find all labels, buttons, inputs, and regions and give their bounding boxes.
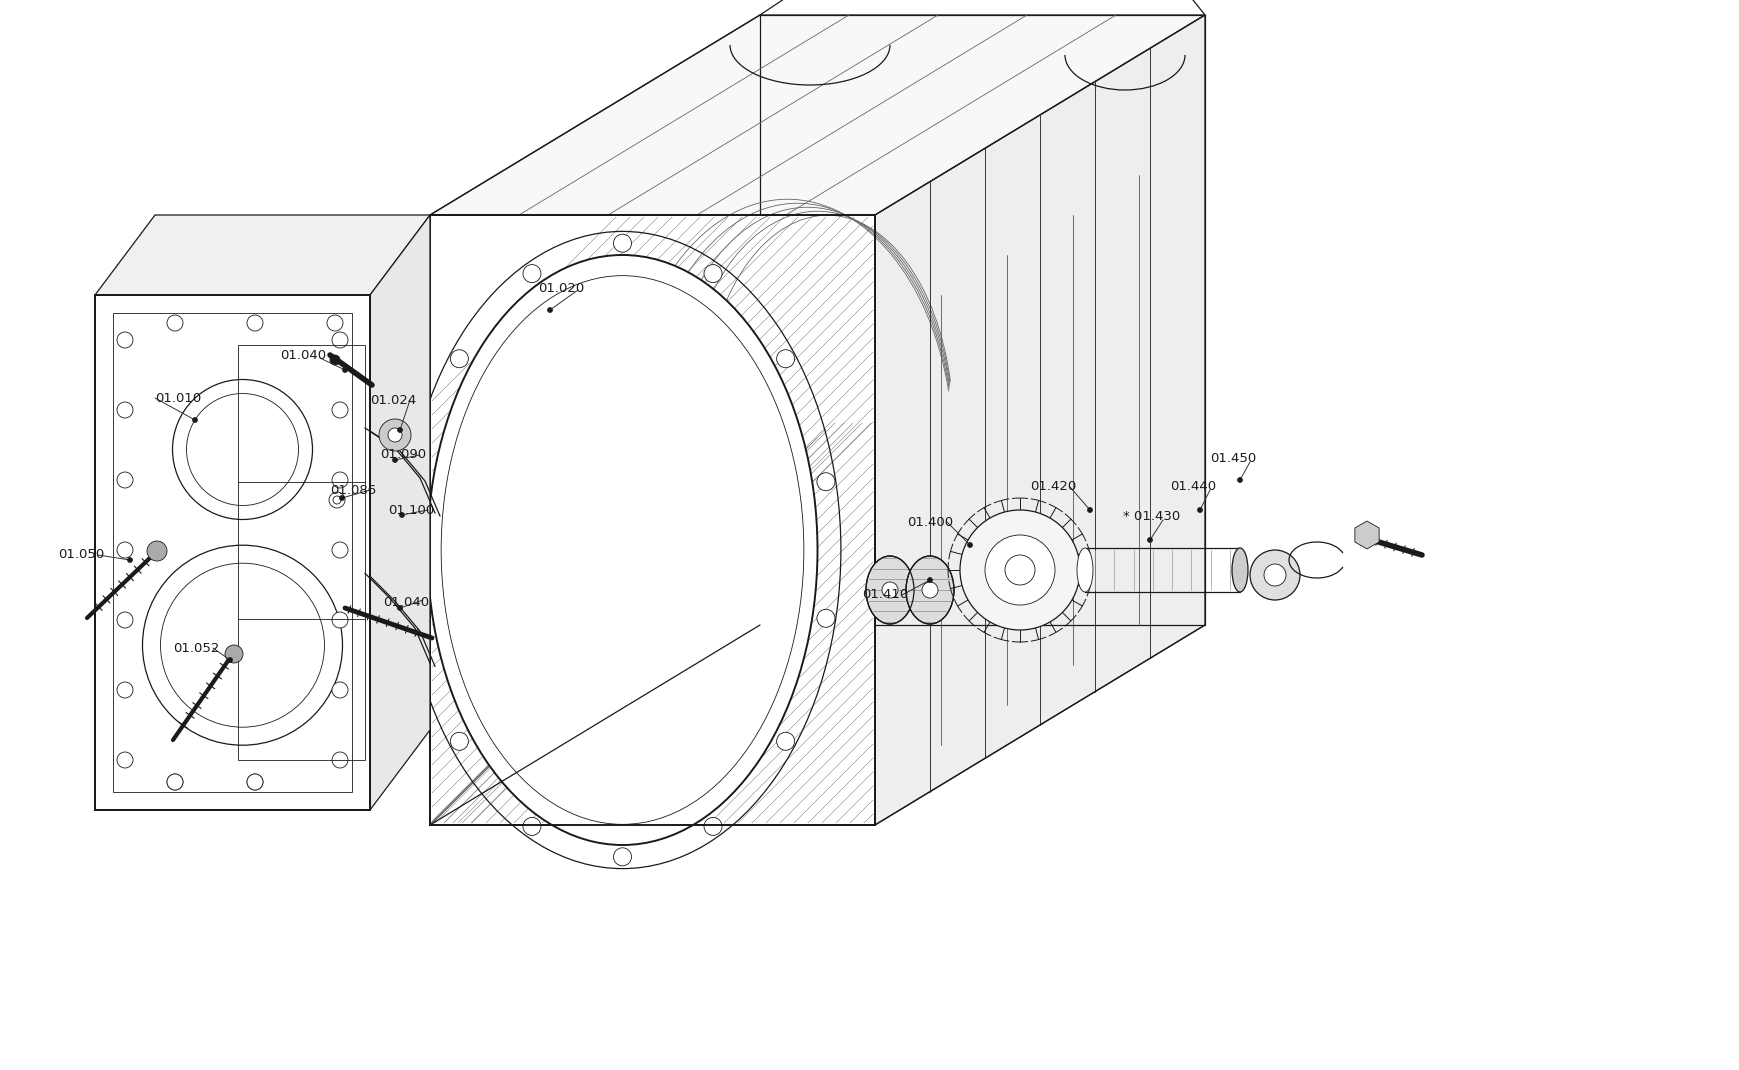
Circle shape	[704, 264, 722, 282]
Ellipse shape	[428, 255, 817, 845]
Circle shape	[247, 774, 263, 790]
Circle shape	[410, 473, 428, 491]
Circle shape	[117, 612, 132, 628]
Text: 01.010: 01.010	[155, 392, 202, 404]
Circle shape	[816, 473, 835, 491]
Circle shape	[960, 510, 1080, 630]
Circle shape	[146, 541, 167, 561]
Circle shape	[332, 612, 348, 628]
Polygon shape	[96, 215, 430, 295]
Circle shape	[117, 542, 132, 557]
Text: 01.050: 01.050	[57, 549, 104, 562]
Circle shape	[332, 332, 348, 348]
Polygon shape	[430, 15, 1205, 215]
Circle shape	[388, 428, 402, 442]
Text: 01.020: 01.020	[537, 281, 584, 294]
Text: 01.086: 01.086	[330, 484, 376, 496]
Circle shape	[1146, 537, 1151, 542]
Circle shape	[1087, 507, 1092, 513]
Text: * 01.430: * 01.430	[1122, 509, 1179, 522]
Circle shape	[172, 380, 313, 520]
Polygon shape	[430, 215, 875, 825]
Polygon shape	[1355, 521, 1379, 549]
Circle shape	[614, 847, 631, 866]
Circle shape	[816, 609, 835, 627]
Circle shape	[922, 582, 937, 598]
Circle shape	[523, 264, 541, 282]
Ellipse shape	[1231, 548, 1247, 592]
Circle shape	[167, 774, 183, 790]
Text: 01.040: 01.040	[280, 349, 325, 362]
Text: 01.040: 01.040	[383, 596, 430, 609]
Circle shape	[127, 557, 132, 563]
Circle shape	[984, 535, 1054, 605]
Circle shape	[614, 234, 631, 253]
Circle shape	[450, 350, 468, 368]
Text: 01.052: 01.052	[172, 642, 219, 655]
Circle shape	[327, 315, 343, 331]
Text: 01.100: 01.100	[388, 504, 435, 517]
Circle shape	[967, 542, 972, 548]
Circle shape	[167, 774, 183, 790]
Circle shape	[339, 495, 344, 501]
Circle shape	[193, 417, 198, 423]
Circle shape	[117, 472, 132, 488]
Text: 01.420: 01.420	[1029, 480, 1076, 493]
Circle shape	[332, 682, 348, 698]
Circle shape	[247, 774, 263, 790]
Polygon shape	[875, 15, 1205, 825]
Circle shape	[410, 609, 428, 627]
Circle shape	[224, 645, 243, 663]
Circle shape	[117, 682, 132, 698]
Circle shape	[776, 732, 795, 750]
Circle shape	[332, 402, 348, 418]
Ellipse shape	[906, 556, 953, 624]
Circle shape	[228, 657, 233, 662]
Circle shape	[523, 817, 541, 836]
Circle shape	[927, 578, 932, 582]
Circle shape	[343, 367, 348, 372]
Circle shape	[393, 458, 396, 462]
Circle shape	[1005, 555, 1035, 585]
Ellipse shape	[1076, 548, 1092, 592]
Circle shape	[1263, 564, 1285, 586]
Text: 01.450: 01.450	[1209, 452, 1256, 464]
Circle shape	[1196, 507, 1202, 513]
Circle shape	[117, 332, 132, 348]
Circle shape	[117, 752, 132, 768]
Circle shape	[1249, 550, 1299, 600]
Circle shape	[330, 355, 339, 365]
Circle shape	[704, 817, 722, 836]
Text: 01.024: 01.024	[370, 394, 416, 407]
Text: 01.440: 01.440	[1169, 480, 1216, 493]
Circle shape	[332, 542, 348, 557]
Circle shape	[332, 472, 348, 488]
Polygon shape	[370, 215, 430, 810]
Circle shape	[400, 513, 403, 518]
Circle shape	[882, 582, 897, 598]
Text: 01.090: 01.090	[379, 448, 426, 461]
Ellipse shape	[866, 556, 913, 624]
Polygon shape	[96, 295, 370, 810]
Text: 01.410: 01.410	[861, 588, 908, 601]
Circle shape	[117, 402, 132, 418]
Circle shape	[332, 496, 341, 504]
Text: 01.400: 01.400	[906, 516, 953, 529]
Circle shape	[548, 307, 553, 312]
Circle shape	[332, 752, 348, 768]
Ellipse shape	[379, 419, 410, 450]
Circle shape	[396, 606, 402, 611]
Circle shape	[776, 350, 795, 368]
Circle shape	[167, 315, 183, 331]
Circle shape	[396, 428, 402, 432]
Circle shape	[450, 732, 468, 750]
Circle shape	[143, 546, 343, 745]
Circle shape	[1236, 477, 1242, 483]
Circle shape	[247, 315, 263, 331]
